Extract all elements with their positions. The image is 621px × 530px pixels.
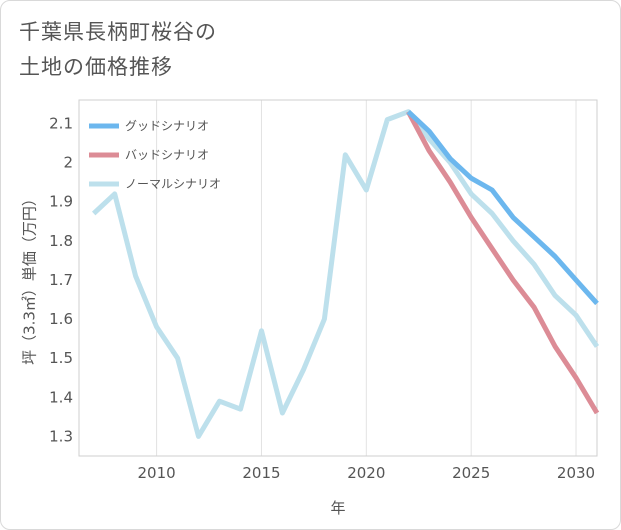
y-tick-label: 1.9 <box>49 193 73 211</box>
plot-frame <box>78 99 598 457</box>
x-tick-label: 2025 <box>452 464 490 482</box>
x-tick-label: 2030 <box>557 464 595 482</box>
y-tick-label: 1.3 <box>49 427 73 445</box>
legend-item[interactable]: ノーマルシナリオ <box>89 177 221 191</box>
legend-item[interactable]: バッドシナリオ <box>89 148 209 162</box>
series-line-2 <box>91 109 600 439</box>
y-axis-ticks: 1.3 1.4 1.5 1.6 1.7 1.8 1.9 2 2.1 <box>49 114 73 445</box>
y-axis-label: 坪（3.3㎡）単価（万円） <box>21 191 39 365</box>
y-tick-label: 2 <box>63 154 73 172</box>
x-axis-ticks: 2010 2015 2020 2025 2030 <box>138 464 596 482</box>
title-line-1: 千葉県長柄町桜谷の <box>19 20 217 44</box>
y-tick-label: 1.5 <box>49 349 73 367</box>
y-tick-label: 1.4 <box>49 388 73 406</box>
y-tick-label: 1.6 <box>49 310 73 328</box>
x-tick-label: 2010 <box>138 464 176 482</box>
legend-label: バッドシナリオ <box>125 148 209 162</box>
series-line-0 <box>406 109 599 306</box>
legend-item[interactable]: グッドシナリオ <box>89 119 209 133</box>
series <box>91 109 600 439</box>
x-tick-label: 2015 <box>242 464 280 482</box>
x-axis-label: 年 <box>330 499 345 517</box>
y-tick-label: 2.1 <box>49 114 73 132</box>
y-tick-label: 1.8 <box>49 232 73 250</box>
legend-label: グッドシナリオ <box>125 119 209 133</box>
series-line-1 <box>406 110 600 415</box>
x-tick-label: 2020 <box>347 464 385 482</box>
legend-label: ノーマルシナリオ <box>125 177 221 191</box>
y-tick-label: 1.7 <box>49 271 73 289</box>
chart-title: 千葉県長柄町桜谷の 土地の価格推移 <box>19 15 217 85</box>
title-line-2: 土地の価格推移 <box>19 55 173 79</box>
